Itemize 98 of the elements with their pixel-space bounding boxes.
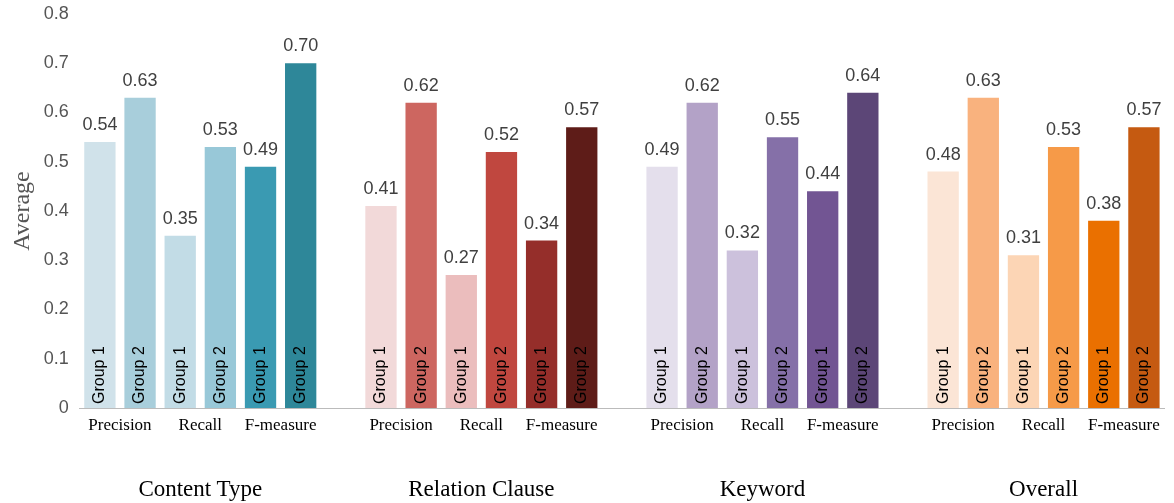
x-tick-label: Group 1 (1013, 346, 1031, 404)
bar (807, 191, 839, 408)
y-tick-label: 0.8 (43, 2, 69, 23)
data-label: 0.34 (524, 212, 560, 233)
text: F-measure (806, 415, 879, 435)
bar (445, 275, 477, 408)
data-label: 0.48 (925, 143, 961, 164)
data-label: 0.70 (283, 35, 319, 56)
x-tick-label: Group 2 (130, 346, 148, 404)
bar (766, 137, 799, 408)
x-tick-label: Group 2 (692, 346, 710, 404)
x-tick-label: Group 2 (772, 346, 790, 404)
x-tick-label: Group 2 (853, 346, 871, 404)
y-tick-label: 0.3 (43, 249, 69, 270)
y-tick-label: 0.1 (43, 347, 69, 368)
y-tick-label: 0.7 (43, 52, 69, 73)
text: F-measure (525, 415, 598, 435)
bar (1007, 255, 1040, 408)
text: Precision (931, 415, 996, 435)
data-label: 0.52 (483, 123, 519, 144)
text: Recall (459, 415, 504, 435)
x-tick-label: Group 2 (491, 346, 509, 404)
text: Precision (88, 415, 153, 435)
bar (525, 240, 558, 408)
x-tick-label: Group 2 (411, 346, 429, 404)
bar (1128, 127, 1160, 408)
bar (927, 171, 959, 408)
data-label: 0.35 (162, 207, 198, 228)
data-label: 0.38 (1086, 192, 1122, 213)
x-tick-label: Group 2 (572, 346, 590, 404)
bar (485, 151, 518, 408)
x-tick-label: Group 2 (1054, 346, 1072, 404)
y-tick-label: 0.4 (43, 199, 69, 220)
bar (405, 102, 437, 408)
bar (646, 166, 678, 408)
text: Recall (178, 415, 223, 435)
x-tick-label: Group 1 (813, 346, 831, 404)
x-tick-label: Group 2 (291, 346, 309, 404)
bar (365, 206, 397, 408)
bar (84, 142, 116, 408)
data-label: 0.32 (724, 222, 760, 243)
data-label: 0.31 (1005, 227, 1041, 248)
data-label: 0.57 (1126, 99, 1162, 120)
bar (204, 146, 237, 408)
bar (686, 102, 718, 408)
y-tick-label: 0.6 (43, 101, 69, 122)
x-tick-label: Group 1 (532, 346, 550, 404)
data-label: 0.53 (1046, 118, 1082, 139)
text: Precision (650, 415, 715, 435)
text: F-measure (1087, 415, 1160, 435)
text: Recall (1021, 415, 1066, 435)
text: Relation Clause (408, 476, 555, 502)
data-label: 0.57 (564, 99, 600, 120)
text: F-measure (244, 415, 317, 435)
bar (285, 63, 317, 408)
text: Recall (740, 415, 785, 435)
x-tick-label: Group 2 (1134, 346, 1152, 404)
data-label: 0.55 (765, 109, 801, 130)
data-label: 0.44 (805, 163, 841, 184)
text: Precision (369, 415, 434, 435)
text: Overall (1009, 476, 1079, 502)
data-label: 0.49 (243, 138, 279, 159)
data-label: 0.62 (403, 74, 439, 95)
x-tick-label: Group 1 (933, 346, 951, 404)
bar (566, 127, 598, 408)
data-label: 0.64 (845, 64, 881, 85)
bar (124, 97, 156, 408)
x-tick-label: Group 1 (732, 346, 750, 404)
data-label: 0.27 (443, 246, 479, 267)
y-axis-title: Average (7, 171, 34, 251)
data-label: 0.63 (965, 69, 1001, 90)
x-tick-label: Group 2 (973, 346, 991, 404)
y-tick-label: 0.5 (43, 150, 69, 171)
x-tick-label: Group 1 (451, 346, 469, 404)
data-label: 0.54 (82, 114, 118, 135)
bar (847, 92, 879, 408)
y-tick-label: 0 (58, 396, 69, 417)
x-tick-label: Group 1 (652, 346, 670, 404)
x-tick-label: Group 1 (371, 346, 389, 404)
bar (1088, 220, 1120, 408)
bar (967, 97, 999, 408)
x-tick-label: Group 1 (90, 346, 108, 404)
data-label: 0.53 (202, 118, 238, 139)
x-tick-label: Group 2 (210, 346, 228, 404)
bar (726, 250, 759, 408)
data-label: 0.49 (644, 138, 680, 159)
data-label: 0.62 (684, 74, 720, 95)
x-tick-label: Group 1 (1094, 346, 1112, 404)
y-tick-label: 0.2 (43, 298, 69, 319)
x-tick-label: Group 1 (170, 346, 188, 404)
text: Keyword (719, 476, 806, 502)
bar (1047, 146, 1080, 408)
bar (164, 235, 196, 408)
data-label: 0.41 (363, 178, 399, 199)
bar (244, 166, 277, 408)
x-tick-label: Group 1 (250, 346, 268, 404)
text: Content Type (138, 476, 263, 502)
data-label: 0.63 (122, 69, 158, 90)
